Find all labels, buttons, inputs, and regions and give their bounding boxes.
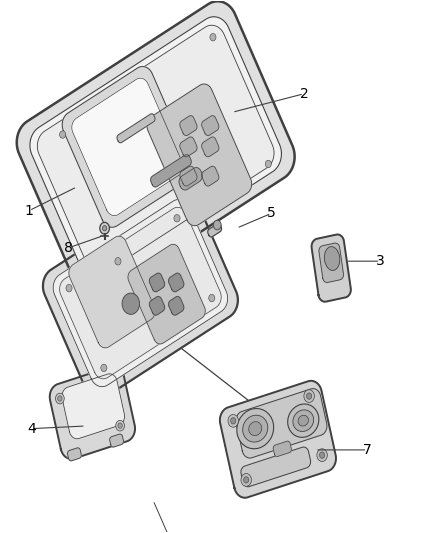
Polygon shape xyxy=(50,366,135,459)
Circle shape xyxy=(317,449,327,462)
Polygon shape xyxy=(201,166,219,186)
Polygon shape xyxy=(169,273,184,292)
Polygon shape xyxy=(110,434,124,447)
Circle shape xyxy=(101,364,107,372)
Text: 4: 4 xyxy=(27,422,35,435)
Circle shape xyxy=(56,393,64,404)
Ellipse shape xyxy=(237,408,274,449)
Polygon shape xyxy=(201,137,219,157)
Polygon shape xyxy=(149,273,165,292)
Polygon shape xyxy=(17,1,295,298)
Polygon shape xyxy=(151,155,191,187)
Ellipse shape xyxy=(243,415,268,442)
Circle shape xyxy=(230,418,236,424)
Polygon shape xyxy=(69,236,155,348)
Circle shape xyxy=(244,477,249,483)
Polygon shape xyxy=(149,296,165,315)
Polygon shape xyxy=(241,447,311,487)
Polygon shape xyxy=(208,224,222,237)
Text: 1: 1 xyxy=(25,204,34,217)
Polygon shape xyxy=(117,114,155,143)
Circle shape xyxy=(319,452,325,458)
Circle shape xyxy=(100,222,110,234)
Polygon shape xyxy=(147,84,252,225)
Ellipse shape xyxy=(298,415,308,426)
Polygon shape xyxy=(311,235,351,302)
Polygon shape xyxy=(180,166,197,186)
Polygon shape xyxy=(220,381,336,498)
Circle shape xyxy=(58,396,62,401)
Text: 5: 5 xyxy=(267,206,276,220)
Circle shape xyxy=(118,423,122,429)
Text: 7: 7 xyxy=(363,443,372,457)
Circle shape xyxy=(122,293,140,314)
Polygon shape xyxy=(273,441,291,457)
Circle shape xyxy=(304,390,314,402)
Polygon shape xyxy=(72,78,183,215)
Circle shape xyxy=(209,294,215,302)
Circle shape xyxy=(213,220,221,230)
Circle shape xyxy=(307,393,312,399)
Polygon shape xyxy=(37,25,274,274)
Ellipse shape xyxy=(288,404,319,438)
Polygon shape xyxy=(62,374,124,439)
Polygon shape xyxy=(62,67,192,227)
Polygon shape xyxy=(128,244,205,344)
Circle shape xyxy=(210,34,216,41)
Circle shape xyxy=(228,415,238,427)
Circle shape xyxy=(116,421,124,431)
Circle shape xyxy=(174,214,180,222)
Text: 2: 2 xyxy=(300,87,308,101)
Circle shape xyxy=(265,160,272,168)
Circle shape xyxy=(102,225,107,231)
Polygon shape xyxy=(201,116,219,135)
Polygon shape xyxy=(180,116,197,135)
Polygon shape xyxy=(180,137,197,157)
Polygon shape xyxy=(30,17,282,282)
Text: 3: 3 xyxy=(376,254,385,268)
Polygon shape xyxy=(169,296,184,315)
Polygon shape xyxy=(236,389,327,458)
Polygon shape xyxy=(67,448,81,461)
Ellipse shape xyxy=(293,410,314,431)
Ellipse shape xyxy=(325,247,340,270)
Text: 8: 8 xyxy=(64,241,73,255)
Polygon shape xyxy=(319,243,343,282)
Circle shape xyxy=(241,473,251,486)
Ellipse shape xyxy=(249,422,262,435)
Polygon shape xyxy=(60,207,221,379)
Circle shape xyxy=(60,131,66,138)
Polygon shape xyxy=(43,188,238,399)
Circle shape xyxy=(115,257,121,265)
Polygon shape xyxy=(179,167,202,190)
Polygon shape xyxy=(53,199,228,386)
Circle shape xyxy=(66,285,72,292)
